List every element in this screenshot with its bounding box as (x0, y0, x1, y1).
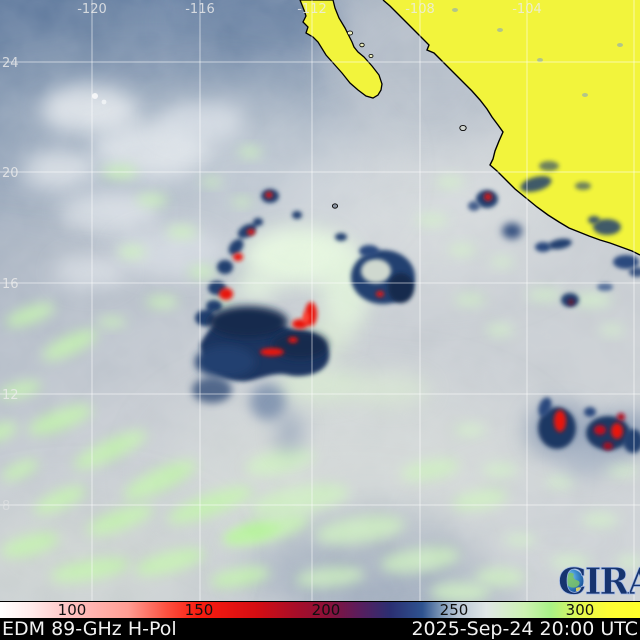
landmass-mexico (382, 0, 640, 256)
lon-label: -108 (405, 2, 435, 17)
island-islas-marias (459, 124, 467, 132)
lon-label: -116 (185, 2, 215, 17)
lat-label: 8 (2, 499, 10, 514)
lat-label: 12 (2, 388, 19, 403)
cloud-field (0, 0, 640, 601)
colorbar-tick: 300 (565, 601, 595, 619)
coastline (382, 0, 640, 256)
coastal-convective-cells (468, 190, 640, 307)
satellite-map: -120 -116 -112 -108 -104 24 20 16 12 8 C… (0, 0, 640, 601)
southeast-convective-cells (526, 397, 640, 476)
timestamp-label: 2025-Sep-24 20:00 UTC (411, 618, 638, 640)
colorbar: 100 150 200 250 300 (0, 601, 640, 618)
lon-label: -104 (512, 2, 542, 17)
colorbar-tick: 100 (57, 601, 87, 619)
colorbar-tick: 200 (311, 601, 341, 619)
product-label: EDM 89-GHz H-Pol (2, 618, 177, 640)
footer-bar: EDM 89-GHz H-Pol 2025-Sep-24 20:00 UTC (0, 618, 640, 640)
lat-label: 20 (2, 166, 19, 181)
landmass-baja-california (299, 0, 383, 209)
lat-label: 16 (2, 277, 19, 292)
lon-label: -120 (77, 2, 107, 17)
cira-logo-text: CIRA (558, 561, 640, 601)
colorbar-tick: 250 (439, 601, 469, 619)
colorbar-tick: 150 (184, 601, 214, 619)
grid-labels: -120 -116 -112 -108 -104 24 20 16 12 8 (2, 2, 542, 514)
lon-label: -112 (297, 2, 327, 17)
lat-label: 24 (2, 56, 19, 71)
lat-lon-grid (0, 0, 640, 601)
cira-logo: CIRA (558, 561, 640, 601)
island-socorro (331, 203, 339, 209)
